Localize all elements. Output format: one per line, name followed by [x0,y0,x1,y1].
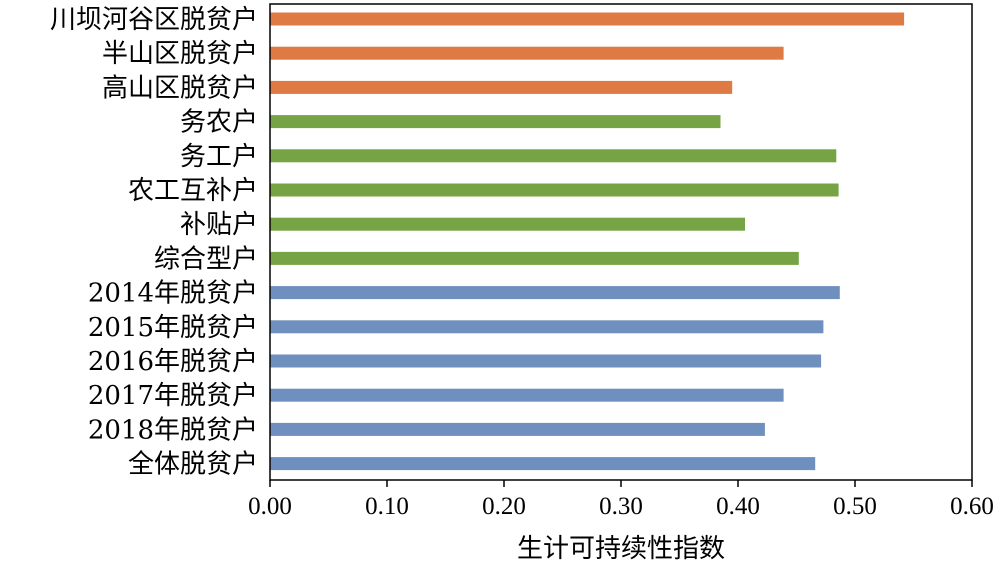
category-label: 务工户 [180,142,258,172]
category-label: 高山区脱贫户 [102,73,258,103]
category-label: 川坝河谷区脱贫户 [50,5,258,35]
bars-layer [270,12,905,471]
category-label: 2016年脱贫户 [88,347,258,377]
bar [270,183,839,197]
bar [270,354,822,368]
category-label: 务农户 [180,108,258,138]
plot-frame [269,3,973,481]
bar [270,46,784,60]
bar [270,320,824,334]
bar [270,115,721,129]
bar [270,251,799,265]
category-label: 2015年脱贫户 [88,313,258,343]
bar [270,149,837,163]
category-label: 2014年脱贫户 [88,279,258,309]
x-tick-label: 0.30 [599,493,643,520]
x-axis-title: 生计可持续性指数 [517,534,725,564]
x-tick-label: 0.10 [365,493,409,520]
x-tick-label: 0.00 [248,493,292,520]
bar [270,80,733,94]
x-tick-label: 0.50 [833,493,877,520]
category-label: 2017年脱贫户 [88,381,258,411]
x-tick-label: 0.20 [482,493,526,520]
x-axis: 0.00 0.10 0.20 0.30 0.40 0.50 0.60 [248,480,994,520]
bar [270,286,840,300]
bar [270,457,816,471]
category-label: 半山区脱贫户 [102,39,258,69]
x-tick-label: 0.40 [716,493,760,520]
bar [270,422,765,436]
bar [270,388,784,402]
category-label: 综合型户 [154,244,258,274]
category-label: 2018年脱贫户 [88,415,258,445]
category-label: 全体脱贫户 [128,450,258,480]
bar [270,217,745,231]
category-label: 补贴户 [180,210,258,240]
category-label: 农工互补户 [128,176,258,206]
x-tick-label: 0.60 [950,493,994,520]
bar [270,12,905,26]
